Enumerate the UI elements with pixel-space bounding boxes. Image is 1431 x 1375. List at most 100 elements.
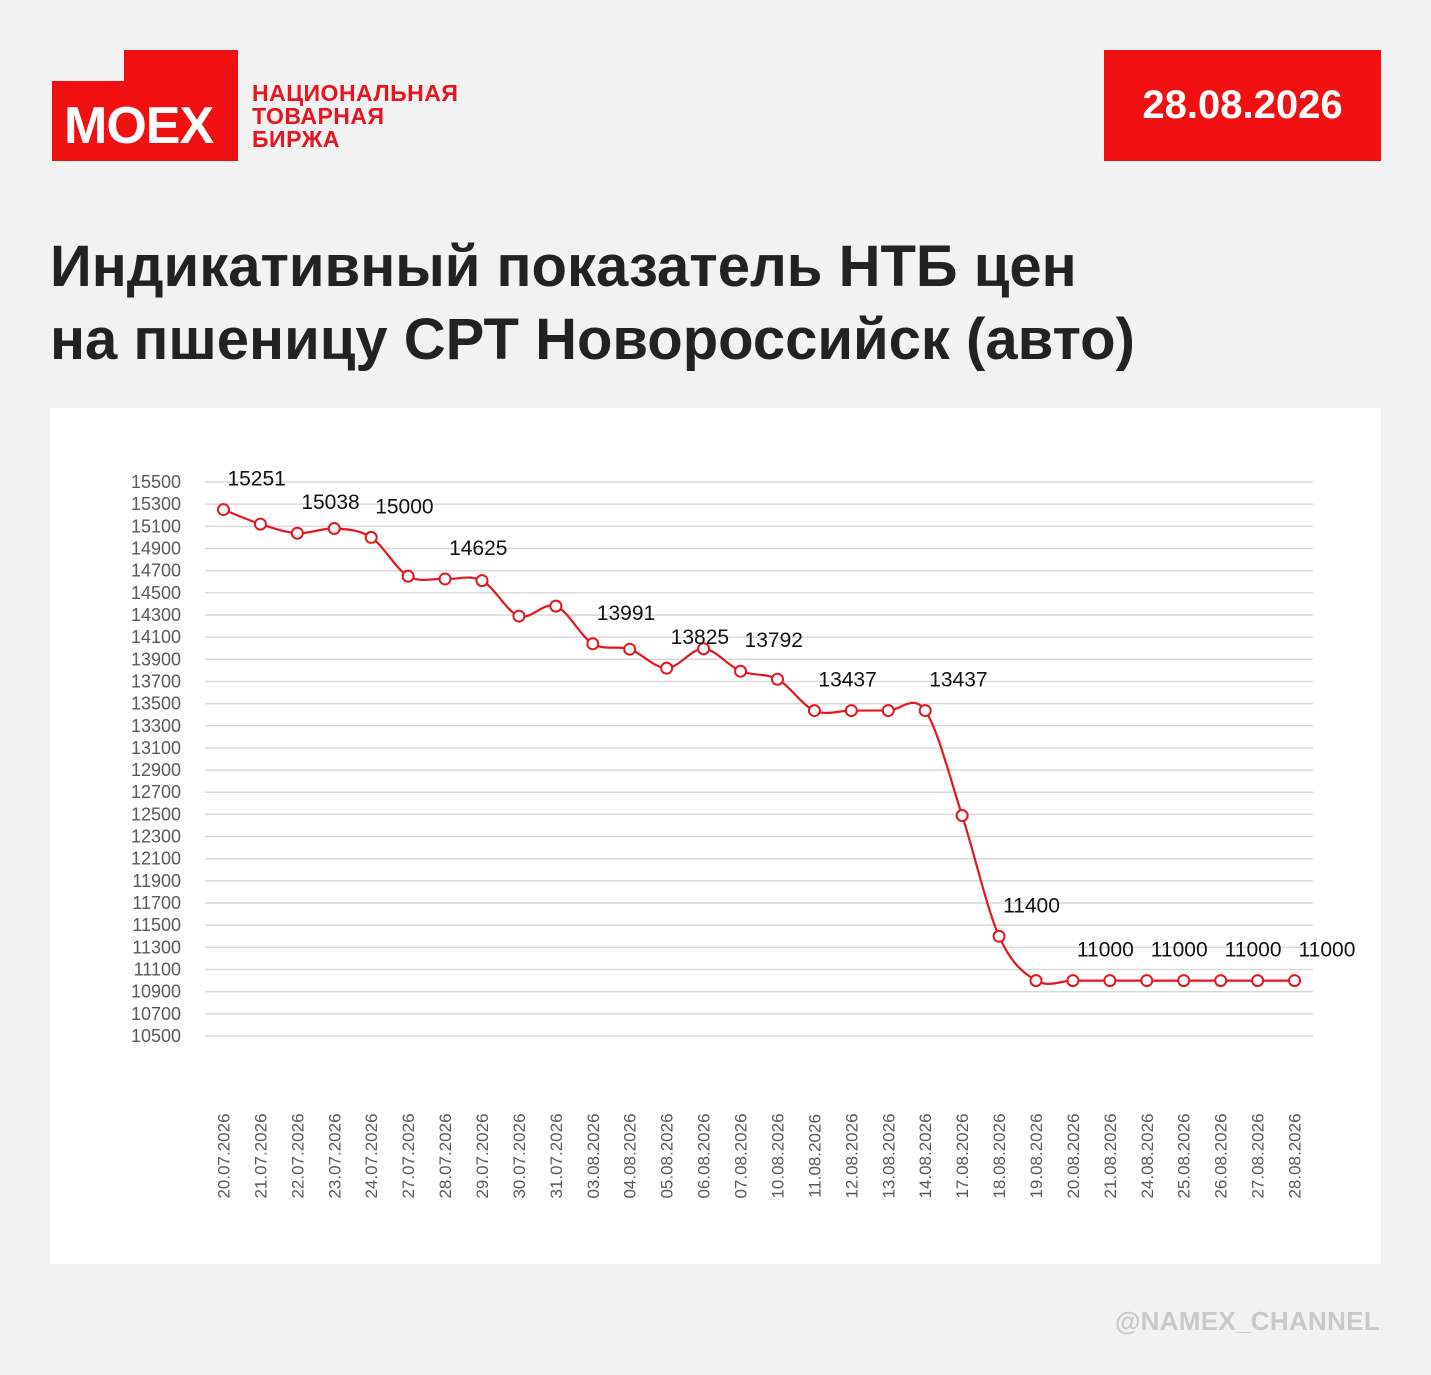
y-tick-label: 13700 — [131, 671, 181, 691]
data-point — [290, 526, 304, 540]
data-point — [327, 522, 341, 536]
logo-subtitle: НАЦИОНАЛЬНАЯ ТОВАРНАЯ БИРЖА — [252, 82, 458, 151]
data-point — [253, 517, 267, 531]
data-point — [216, 503, 230, 517]
x-tick-label: 24.07.2026 — [362, 1113, 381, 1198]
data-point — [1288, 974, 1302, 988]
x-tick-label: 18.08.2026 — [990, 1113, 1009, 1198]
data-point — [1103, 974, 1117, 988]
data-point — [1029, 974, 1043, 988]
x-tick-label: 14.08.2026 — [916, 1113, 935, 1198]
x-tick-label: 19.08.2026 — [1027, 1113, 1046, 1198]
x-tick-label: 17.08.2026 — [953, 1113, 972, 1198]
data-point — [1251, 974, 1265, 988]
data-label: 13825 — [671, 626, 729, 649]
x-tick-label: 20.08.2026 — [1064, 1113, 1083, 1198]
y-tick-label: 13300 — [131, 716, 181, 736]
data-point — [364, 530, 378, 544]
y-tick-label: 15500 — [131, 472, 181, 492]
data-label: 11000 — [1299, 939, 1356, 962]
data-label: 14625 — [449, 537, 507, 560]
y-tick-label: 14900 — [131, 538, 181, 558]
data-point — [586, 637, 600, 651]
y-tick-label: 14500 — [131, 583, 181, 603]
y-tick-label: 13100 — [131, 738, 181, 758]
data-point — [770, 672, 784, 686]
data-label: 15251 — [227, 468, 285, 491]
data-point — [660, 661, 674, 675]
data-point — [955, 809, 969, 823]
title-line-1: Индикативный показатель НТБ цен — [50, 234, 1077, 299]
x-tick-label: 22.07.2026 — [288, 1113, 307, 1198]
data-label: 13437 — [818, 669, 876, 692]
x-tick-label: 04.08.2026 — [621, 1113, 640, 1198]
x-tick-label: 27.07.2026 — [399, 1113, 418, 1198]
y-tick-label: 11900 — [132, 871, 181, 891]
x-tick-label: 27.08.2026 — [1249, 1113, 1268, 1198]
x-tick-label: 29.07.2026 — [473, 1113, 492, 1198]
y-tick-label: 10500 — [131, 1026, 181, 1046]
date-badge: 28.08.2026 — [1104, 50, 1381, 161]
page-title: Индикативный показатель НТБ цен на пшени… — [50, 230, 1350, 376]
data-point — [697, 642, 711, 656]
y-tick-label: 14300 — [131, 605, 181, 625]
series-line — [223, 508, 1295, 985]
x-tick-label: 06.08.2026 — [695, 1113, 714, 1198]
x-tick-label: 12.08.2026 — [842, 1113, 861, 1198]
data-point — [401, 569, 415, 583]
data-label: 13437 — [929, 669, 987, 692]
y-tick-label: 10900 — [131, 982, 181, 1002]
data-label: 15038 — [301, 491, 359, 514]
data-label: 13991 — [597, 602, 655, 625]
data-label: 11400 — [1003, 894, 1060, 917]
y-tick-label: 12900 — [131, 760, 181, 780]
channel-handle: @NAMEX_CHANNEL — [1114, 1306, 1380, 1336]
x-tick-label: 13.08.2026 — [879, 1113, 898, 1198]
x-tick-label: 21.07.2026 — [251, 1113, 270, 1198]
title-line-2: на пшеницу СРТ Новороссийск (авто) — [50, 307, 1135, 372]
data-point — [1214, 974, 1228, 988]
logo-text: MOEX — [64, 97, 214, 155]
data-point — [918, 704, 932, 718]
data-point — [1140, 974, 1154, 988]
y-tick-label: 14700 — [131, 561, 181, 581]
y-tick-label: 15100 — [131, 516, 181, 536]
x-tick-label: 07.08.2026 — [732, 1113, 751, 1198]
x-tick-label: 25.08.2026 — [1175, 1113, 1194, 1198]
x-tick-label: 28.08.2026 — [1286, 1113, 1305, 1198]
y-tick-label: 10700 — [131, 1004, 181, 1024]
y-tick-label: 12300 — [131, 827, 181, 847]
logo-subtitle-line: НАЦИОНАЛЬНАЯ — [252, 80, 459, 106]
data-point — [475, 574, 489, 588]
data-point — [1066, 974, 1080, 988]
data-point — [512, 609, 526, 623]
moex-logo: MOEX — [52, 50, 238, 161]
y-tick-label: 11100 — [134, 960, 181, 980]
x-tick-label: 28.07.2026 — [436, 1113, 455, 1198]
y-tick-label: 13500 — [131, 694, 181, 714]
data-point — [992, 929, 1006, 943]
data-point — [1177, 974, 1191, 988]
x-tick-label: 23.07.2026 — [325, 1113, 344, 1198]
x-tick-label: 31.07.2026 — [547, 1113, 566, 1198]
data-label: 13792 — [745, 629, 803, 652]
y-tick-label: 12700 — [131, 782, 181, 802]
logo-notch — [52, 50, 124, 81]
data-point — [881, 704, 895, 718]
y-tick-label: 12100 — [131, 849, 181, 869]
data-label: 11000 — [1225, 939, 1282, 962]
data-point — [623, 642, 637, 656]
logo-subtitle-line: ТОВАРНАЯ — [252, 103, 385, 129]
data-label: 11000 — [1077, 939, 1134, 962]
x-tick-label: 11.08.2026 — [805, 1114, 824, 1198]
y-tick-label: 11700 — [132, 893, 181, 913]
y-tick-label: 15300 — [131, 494, 181, 514]
data-label: 11000 — [1151, 939, 1208, 962]
x-tick-label: 10.08.2026 — [768, 1113, 787, 1198]
data-label: 15000 — [375, 495, 433, 518]
data-point — [807, 704, 821, 718]
y-tick-label: 14100 — [131, 627, 181, 647]
x-tick-label: 26.08.2026 — [1212, 1113, 1231, 1198]
logo-subtitle-line: БИРЖА — [252, 126, 340, 152]
